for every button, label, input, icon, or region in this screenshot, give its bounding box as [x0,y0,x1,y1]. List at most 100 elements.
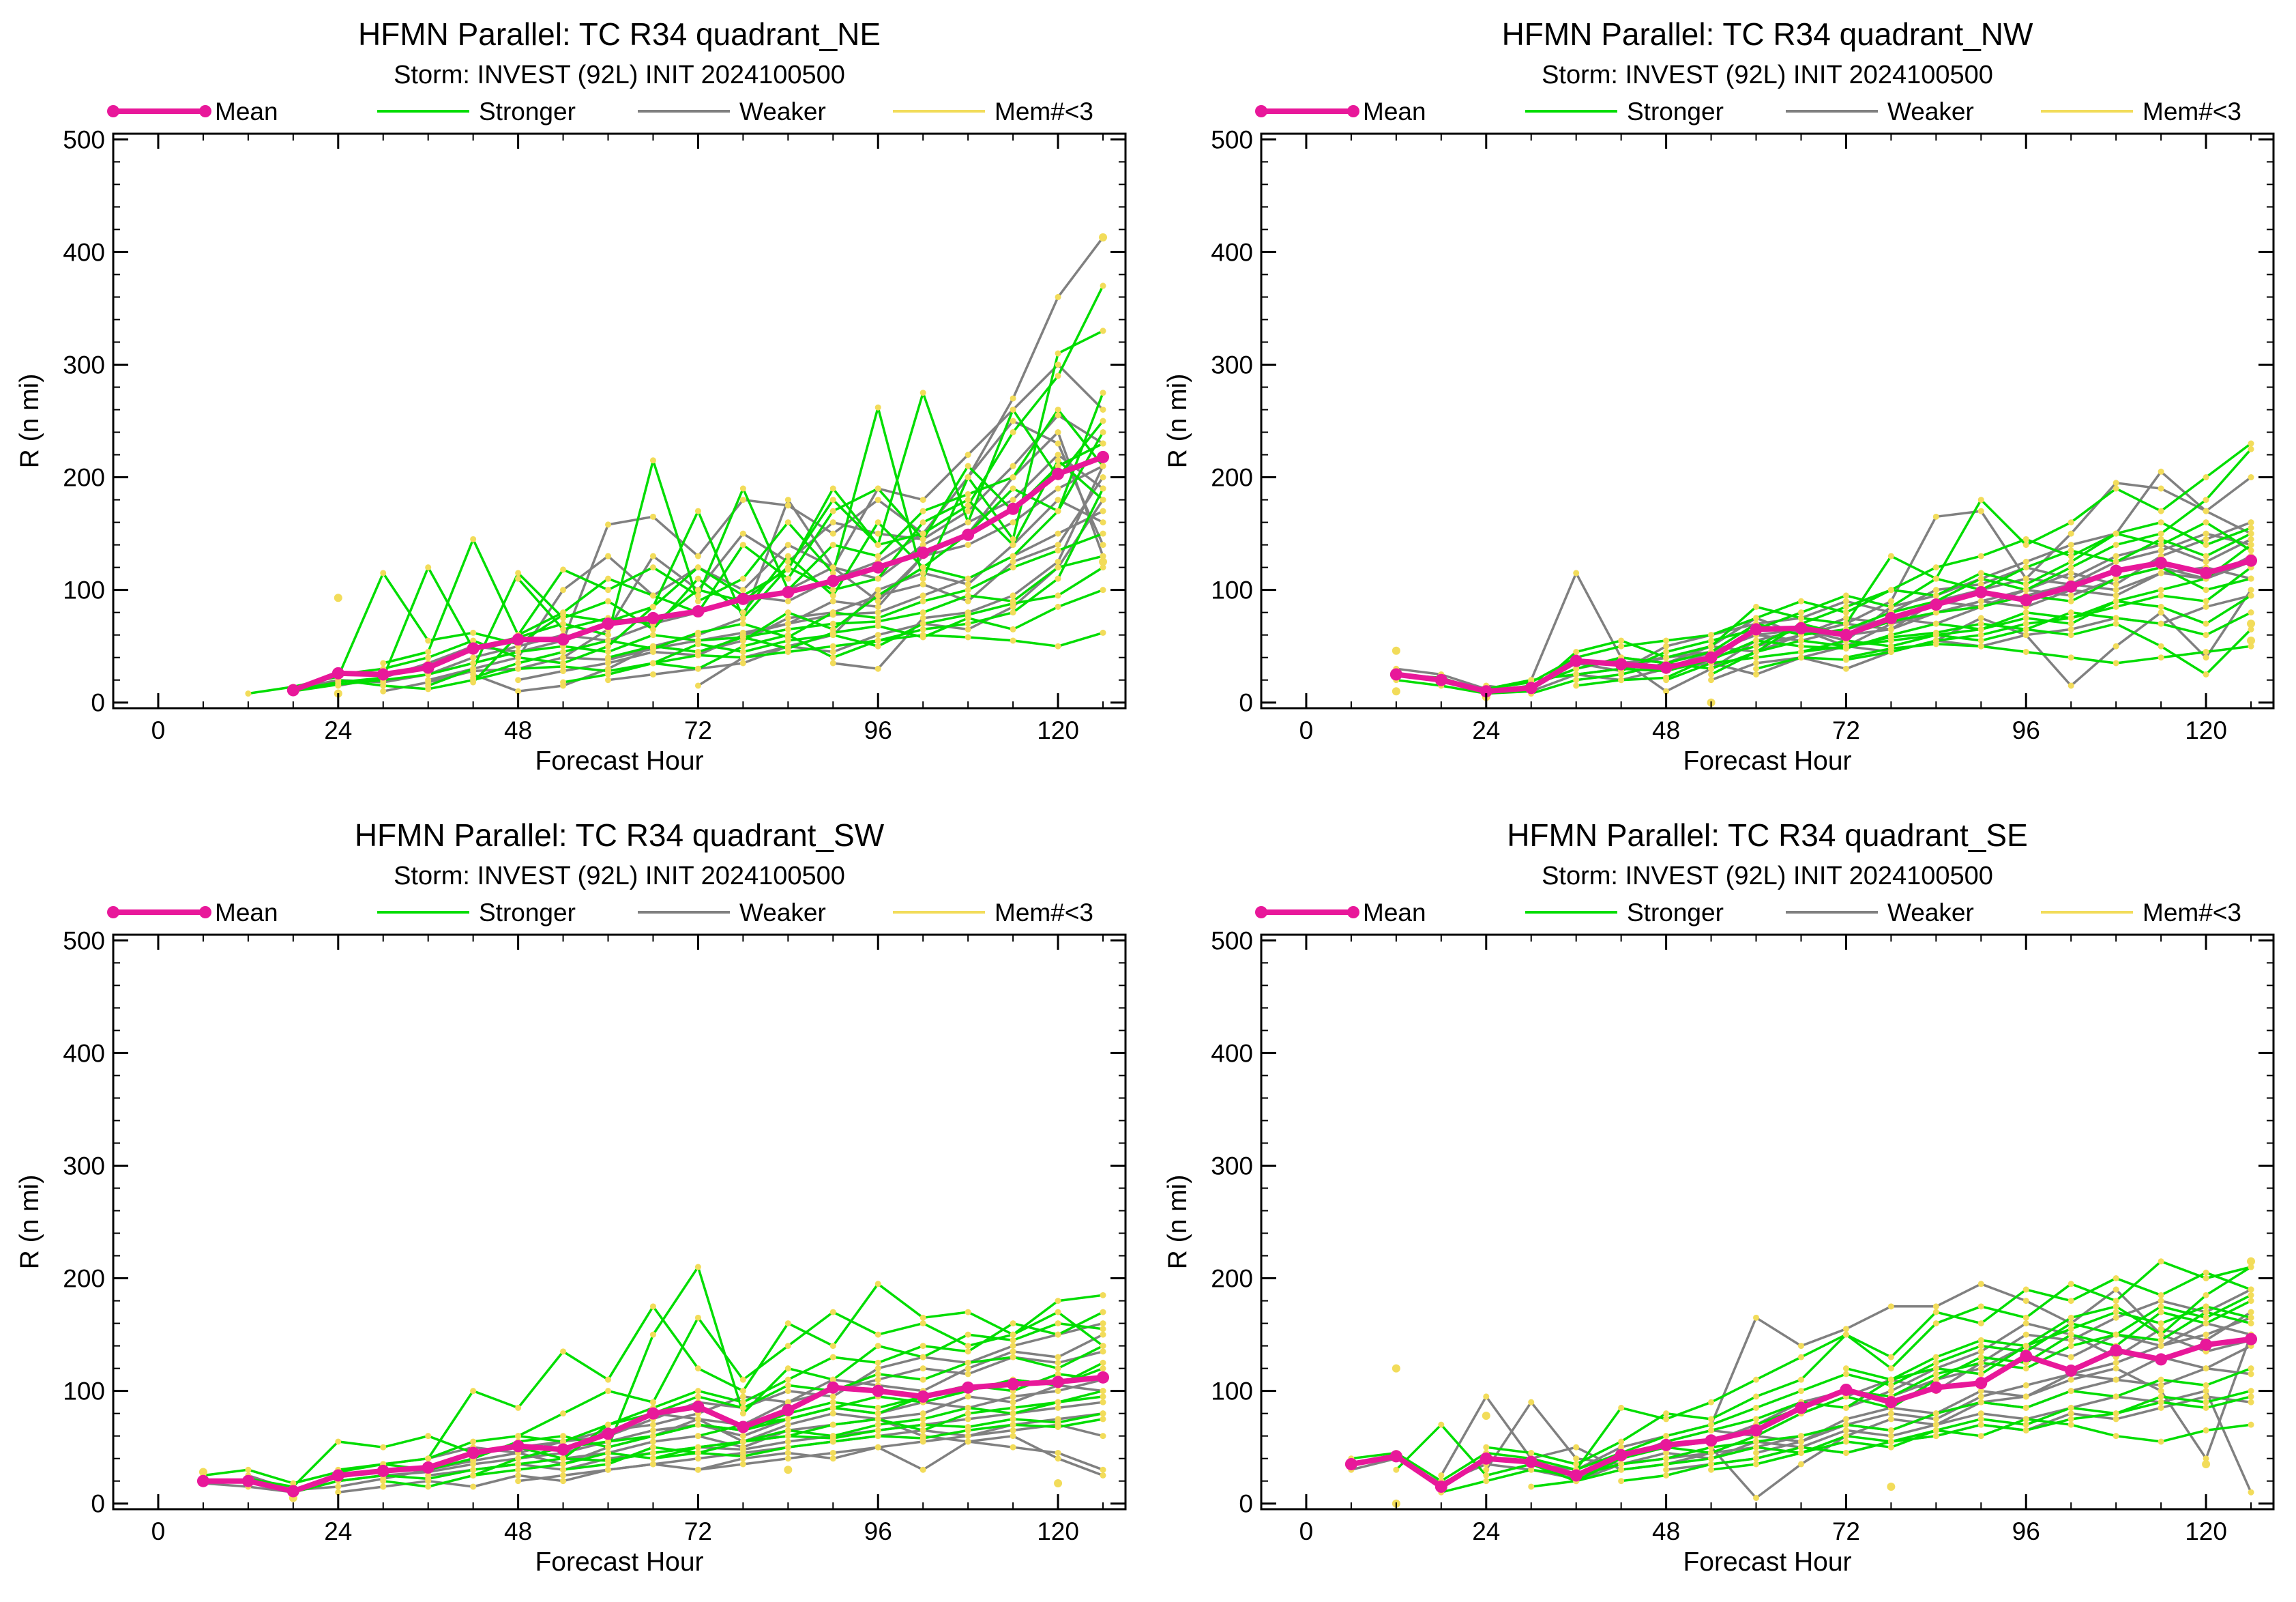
stronger-member-line [1486,1271,2252,1466]
member-point [1932,1427,1939,1433]
member-point [1932,1410,1939,1417]
member-point [1887,553,1894,559]
member-point [919,1376,926,1383]
member-point [784,598,791,605]
member-point [2248,643,2254,650]
member-point [919,575,926,582]
member-point [1753,1404,1760,1411]
member-point [1753,1461,1760,1468]
mean-point [1007,1378,1020,1390]
member-point [784,1382,791,1388]
member-point [1100,1393,1106,1400]
member-point [560,1348,567,1355]
member-point [1887,1410,1894,1417]
y-tick-label: 0 [1239,689,1253,717]
x-tick-label: 96 [2012,716,2040,744]
x-tick-label: 72 [1832,1517,1860,1545]
member-point [1977,1365,1984,1372]
member-point [1663,1449,1670,1456]
member-point [605,654,612,661]
y-tick-label: 300 [1211,1152,1253,1180]
mean-point [557,633,570,646]
member-point [2113,1410,2119,1417]
plot-area [1344,1257,2258,1508]
member-point [2067,620,2074,627]
member-point [1708,1427,1715,1433]
member-point [2203,671,2209,678]
mean-point [2110,1344,2123,1357]
member-point [965,1371,971,1378]
member-point [965,1365,971,1372]
member-point [2248,530,2254,537]
member-point [1100,497,1106,504]
member-point [1932,1433,1939,1440]
mean-point [512,633,525,646]
member-point [739,1404,746,1411]
member-point [1797,1433,1804,1440]
mean-point [1007,502,1020,515]
member-point [605,1461,612,1468]
member-point [1663,1416,1670,1423]
member-point [919,564,926,571]
member-point [829,1343,836,1350]
member-point [2248,474,2254,481]
member-point [919,1314,926,1321]
member-point [1618,637,1625,644]
member-point [380,1444,387,1451]
member-point [2067,558,2074,565]
x-tick-label: 120 [2185,716,2227,744]
member-point [919,508,926,514]
member-point [1887,1444,1894,1451]
member-point [1010,536,1016,542]
member-point [1055,1399,1061,1406]
member-point [1055,558,1061,565]
member-point [829,1393,836,1400]
member-point [649,1449,656,1456]
member-point [739,1393,746,1400]
member-point [1842,665,1849,672]
mean-point [467,1446,480,1459]
member-point [1393,1466,1400,1473]
member-point [739,530,746,537]
member-point [2113,575,2119,582]
member-point [965,502,971,509]
weaker-member-line [1845,1311,2252,1410]
member-point [2203,1388,2209,1395]
member-point [1797,1438,1804,1445]
member-point [605,598,612,605]
member-point [874,553,881,559]
y-tick-label: 400 [1211,1039,1253,1067]
member-point [1010,1337,1016,1343]
mean-point [602,617,615,630]
member-point [470,629,477,636]
member-point [605,1444,612,1451]
stronger-member-line [248,1311,1104,1488]
mean-point [782,1403,795,1416]
member-point [2113,1331,2119,1338]
member-point [2067,632,2074,639]
member-point [784,1449,791,1456]
member-point [1100,1410,1106,1417]
member-point [2203,1404,2209,1411]
member-point [1055,412,1061,419]
member-point [2113,581,2119,587]
member-point [784,609,791,616]
member-point [2113,660,2119,667]
member-point [965,575,971,582]
member-point [2248,609,2254,616]
x-tick-label: 48 [504,716,532,744]
member-point [2113,615,2119,622]
mean-point [332,667,344,680]
member-point [1100,1388,1106,1395]
member-point [829,1399,836,1406]
member-point [2113,542,2119,549]
mean-point [1705,651,1718,664]
member-point [1483,1444,1490,1451]
member-point [1932,1416,1939,1423]
member-point [2113,1303,2119,1310]
member-point [2203,519,2209,526]
stronger-member-line [608,588,1104,659]
member-point [1977,1410,1984,1417]
member-point [1977,1359,1984,1366]
member-point [2158,1388,2164,1395]
